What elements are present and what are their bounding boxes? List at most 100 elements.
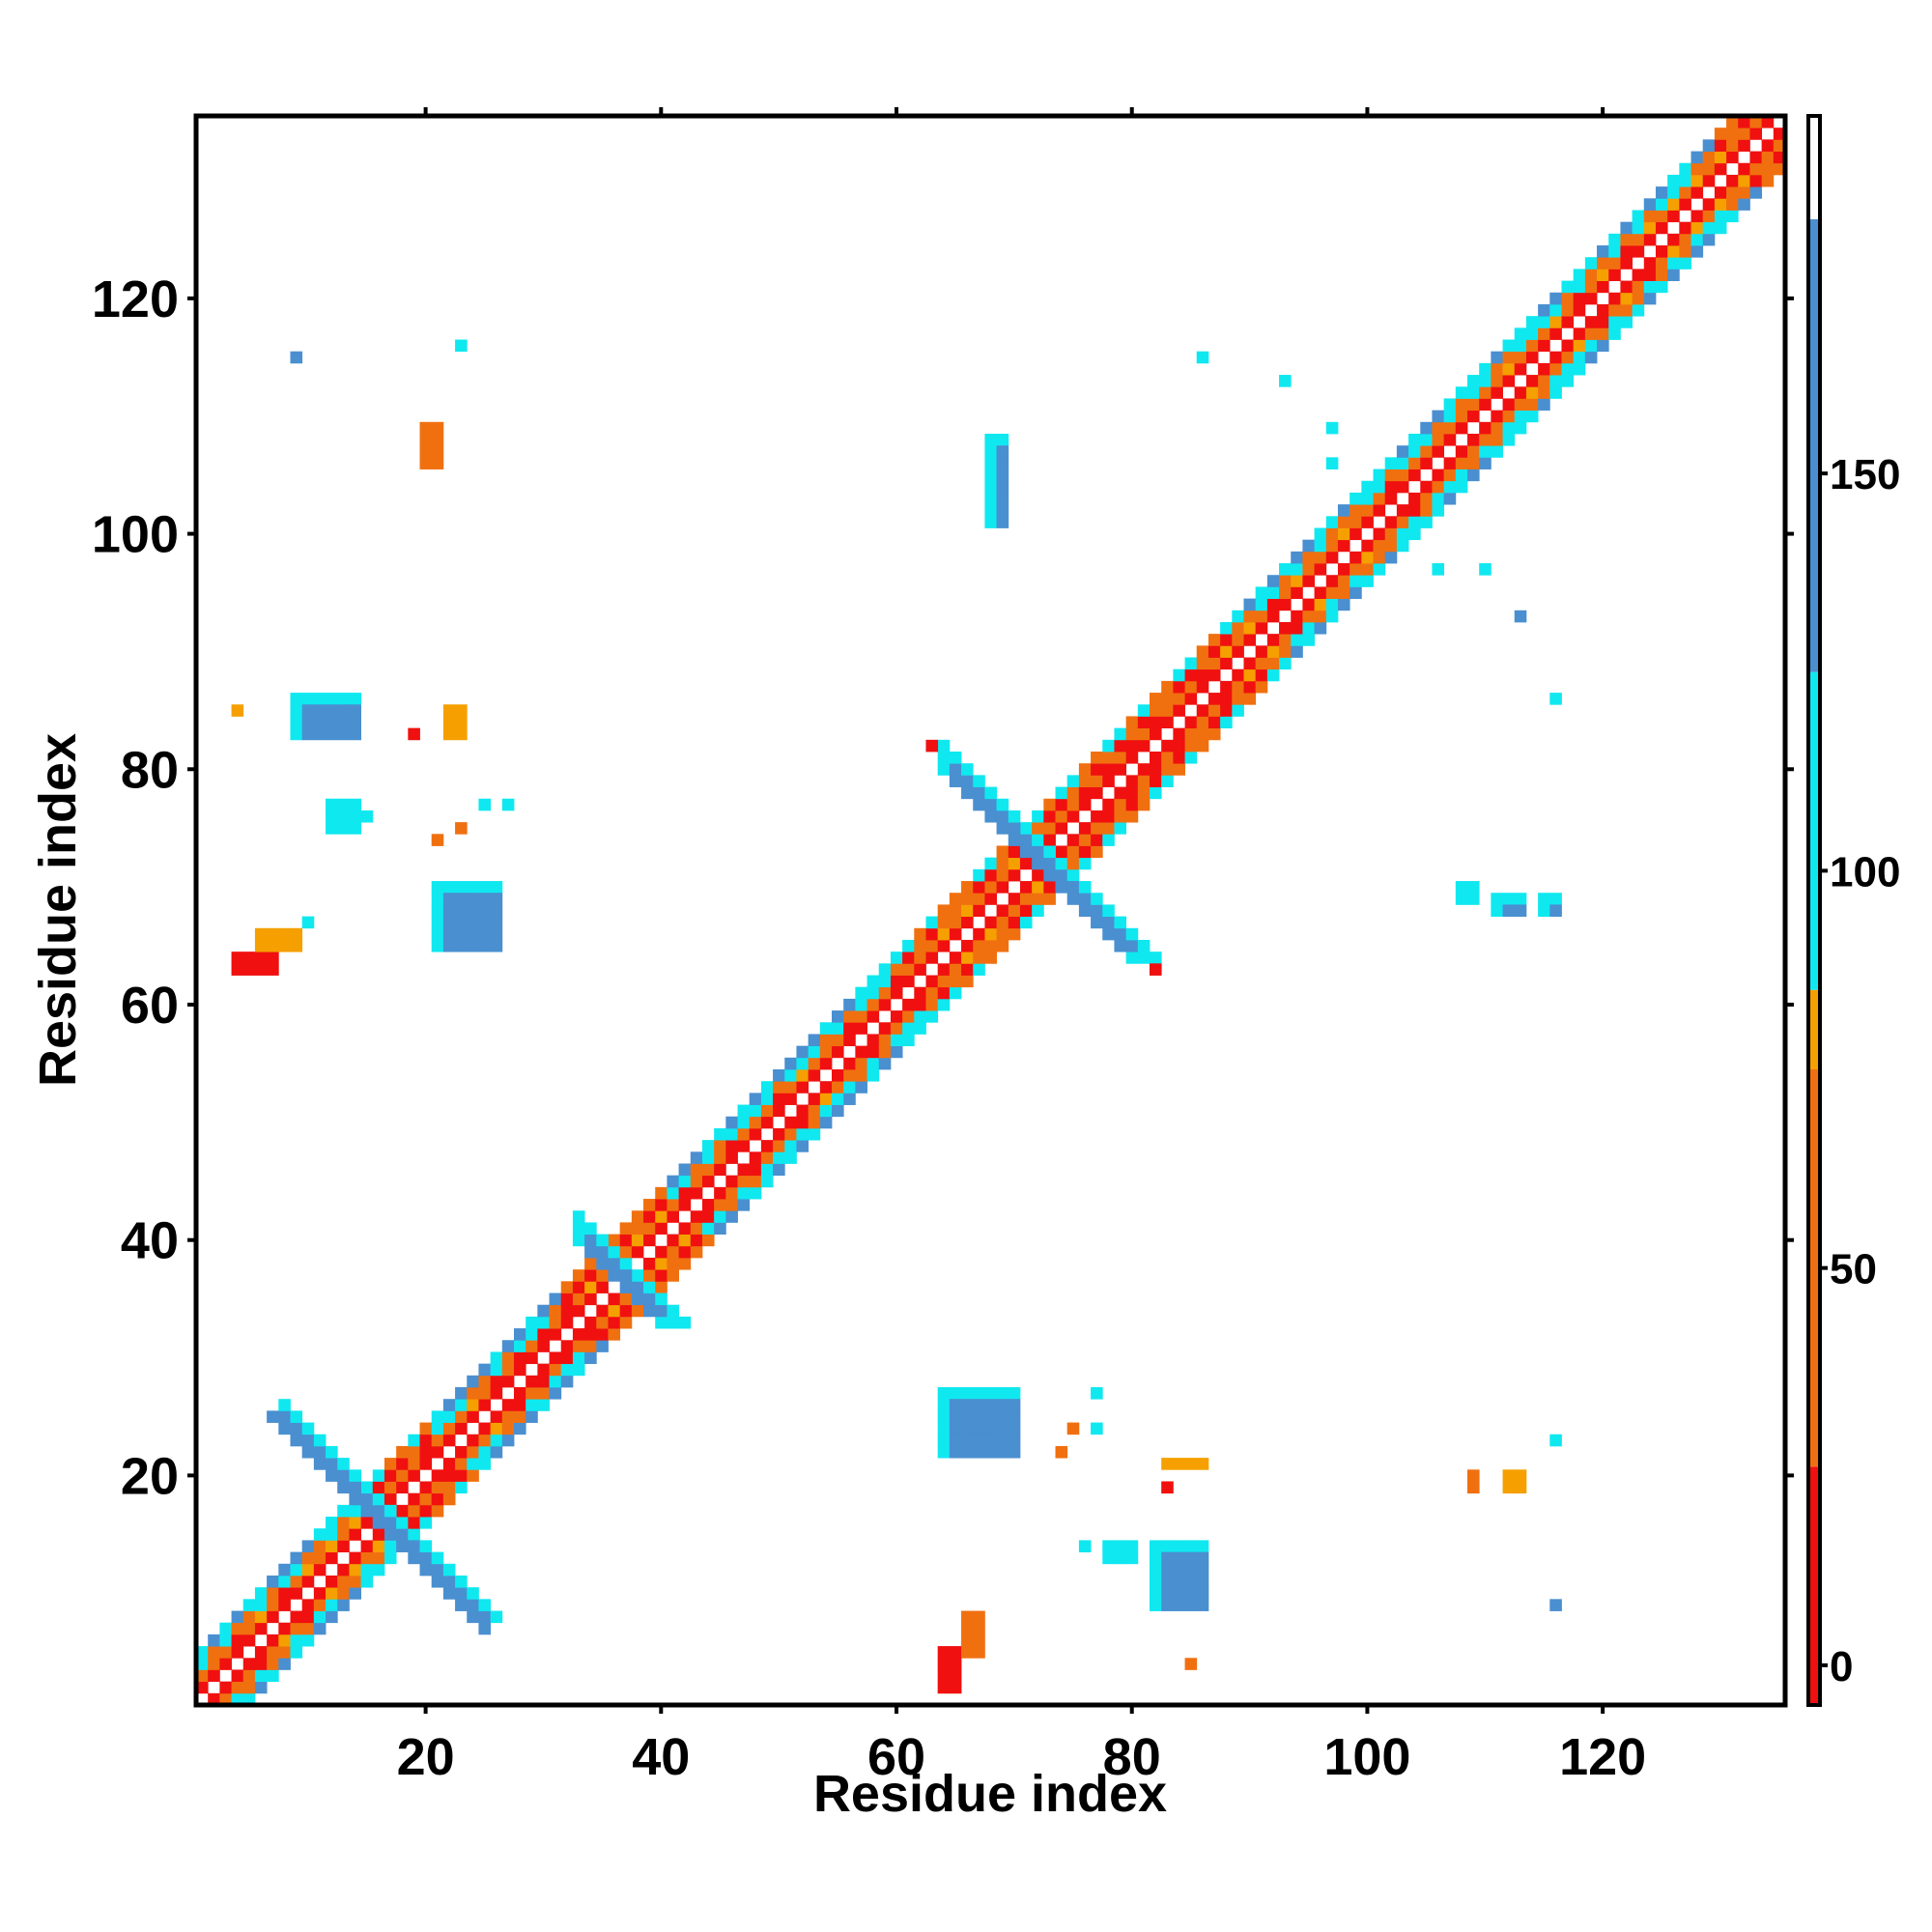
- heatmap-cell: [326, 1587, 338, 1600]
- heatmap-cell: [667, 1199, 679, 1211]
- heatmap-cell: [961, 893, 974, 905]
- heatmap-cell: [396, 1469, 409, 1482]
- heatmap-cell: [808, 1093, 821, 1105]
- heatmap-cell: [996, 1387, 1009, 1400]
- heatmap-cell: [890, 1022, 903, 1035]
- heatmap-cell: [1232, 634, 1244, 646]
- heatmap-cell: [1184, 680, 1198, 694]
- heatmap-cell: [1514, 421, 1527, 435]
- heatmap-cell: [442, 927, 456, 941]
- heatmap-cell: [1455, 480, 1468, 494]
- heatmap-cell: [1749, 162, 1763, 176]
- heatmap-cell: [419, 1481, 433, 1494]
- heatmap-cell: [1102, 752, 1115, 764]
- heatmap-cell: [1091, 904, 1103, 917]
- heatmap-cell: [1679, 162, 1691, 176]
- heatmap-cell: [749, 1116, 762, 1129]
- heatmap-cell: [996, 904, 1009, 917]
- heatmap-cell: [937, 1422, 951, 1435]
- heatmap-cell: [1361, 575, 1374, 587]
- heatmap-cell: [572, 1293, 585, 1306]
- heatmap-cell: [549, 1293, 562, 1306]
- heatmap-cell: [667, 1245, 679, 1259]
- heatmap-cell: [455, 822, 468, 835]
- heatmap-cell: [1066, 845, 1080, 859]
- heatmap-cell: [1220, 704, 1233, 717]
- heatmap-cell: [725, 1199, 738, 1211]
- heatmap-cell: [1455, 386, 1468, 399]
- heatmap-cell: [278, 1622, 291, 1635]
- heatmap-cell: [1726, 139, 1739, 152]
- heatmap-cell: [1514, 893, 1527, 905]
- heatmap-cell: [1196, 727, 1209, 741]
- heatmap-cell: [937, 763, 951, 776]
- heatmap-cell: [1220, 634, 1233, 646]
- heatmap-cell: [773, 1093, 785, 1105]
- heatmap-cell: [455, 893, 468, 905]
- heatmap-cell: [961, 1445, 974, 1459]
- heatmap-cell: [1538, 316, 1550, 328]
- heatmap-cell: [431, 893, 444, 905]
- heatmap-cell: [196, 1669, 209, 1683]
- heatmap-cell: [1455, 893, 1468, 905]
- heatmap-cell: [1373, 504, 1386, 517]
- heatmap-cell: [1137, 952, 1151, 964]
- heatmap-cell: [996, 916, 1009, 929]
- heatmap-cell: [419, 1434, 433, 1447]
- heatmap-cell: [701, 1151, 715, 1164]
- heatmap-cell: [326, 798, 338, 811]
- heatmap-cell: [1443, 410, 1457, 423]
- colorbar-band: [1808, 671, 1820, 990]
- heatmap-cell: [832, 1093, 844, 1105]
- heatmap-cell: [1161, 1599, 1174, 1611]
- heatmap-cell: [1255, 610, 1268, 623]
- heatmap-cell: [384, 1469, 397, 1482]
- heatmap-cell: [1549, 292, 1562, 305]
- colorbar-tick-label: 150: [1830, 451, 1900, 498]
- heatmap-cell: [431, 834, 444, 846]
- heatmap-cell: [372, 1528, 385, 1541]
- heatmap-cell: [1008, 904, 1021, 917]
- heatmap-cell: [442, 1410, 456, 1423]
- heatmap-cell: [1443, 457, 1457, 469]
- heatmap-cell: [431, 1469, 444, 1482]
- heatmap-cell: [442, 904, 456, 917]
- heatmap-cell: [1373, 539, 1386, 553]
- heatmap-cell: [1373, 480, 1386, 494]
- heatmap-cell: [937, 975, 951, 988]
- heatmap-cell: [1538, 904, 1550, 917]
- heatmap-cell: [1714, 151, 1727, 164]
- heatmap-cell: [1114, 927, 1127, 941]
- heatmap-cell: [714, 1186, 726, 1200]
- heatmap-cell: [1432, 410, 1445, 423]
- heatmap-cell: [1173, 1563, 1185, 1577]
- heatmap-cell: [360, 1540, 374, 1552]
- heatmap-cell: [408, 1434, 420, 1447]
- heatmap-cell: [1514, 1481, 1527, 1494]
- heatmap-cell: [1232, 693, 1244, 705]
- heatmap-cell: [1761, 116, 1775, 128]
- heatmap-cell: [1173, 1599, 1185, 1611]
- heatmap-cell: [1066, 857, 1080, 870]
- heatmap-cell: [1161, 739, 1174, 753]
- heatmap-cell: [526, 1340, 538, 1352]
- heatmap-cell: [1184, 727, 1198, 741]
- heatmap-cell: [490, 904, 503, 917]
- heatmap-cell: [878, 1034, 892, 1047]
- heatmap-cell: [1549, 904, 1562, 917]
- heatmap-cell: [301, 1599, 315, 1611]
- heatmap-cell: [1078, 798, 1092, 811]
- heatmap-cell: [1150, 752, 1162, 764]
- heatmap-cell: [1514, 610, 1527, 623]
- heatmap-cell: [949, 1387, 962, 1400]
- heatmap-cell: [408, 727, 420, 741]
- heatmap-cell: [467, 1587, 479, 1600]
- heatmap-cell: [1396, 527, 1409, 541]
- heatmap-cell: [714, 1210, 726, 1223]
- heatmap-cell: [973, 1399, 985, 1411]
- heatmap-cell: [242, 1692, 256, 1706]
- heatmap-cell: [360, 1517, 374, 1529]
- heatmap-cell: [313, 1445, 327, 1459]
- heatmap-cell: [667, 1210, 679, 1223]
- heatmap-cell: [1408, 504, 1421, 517]
